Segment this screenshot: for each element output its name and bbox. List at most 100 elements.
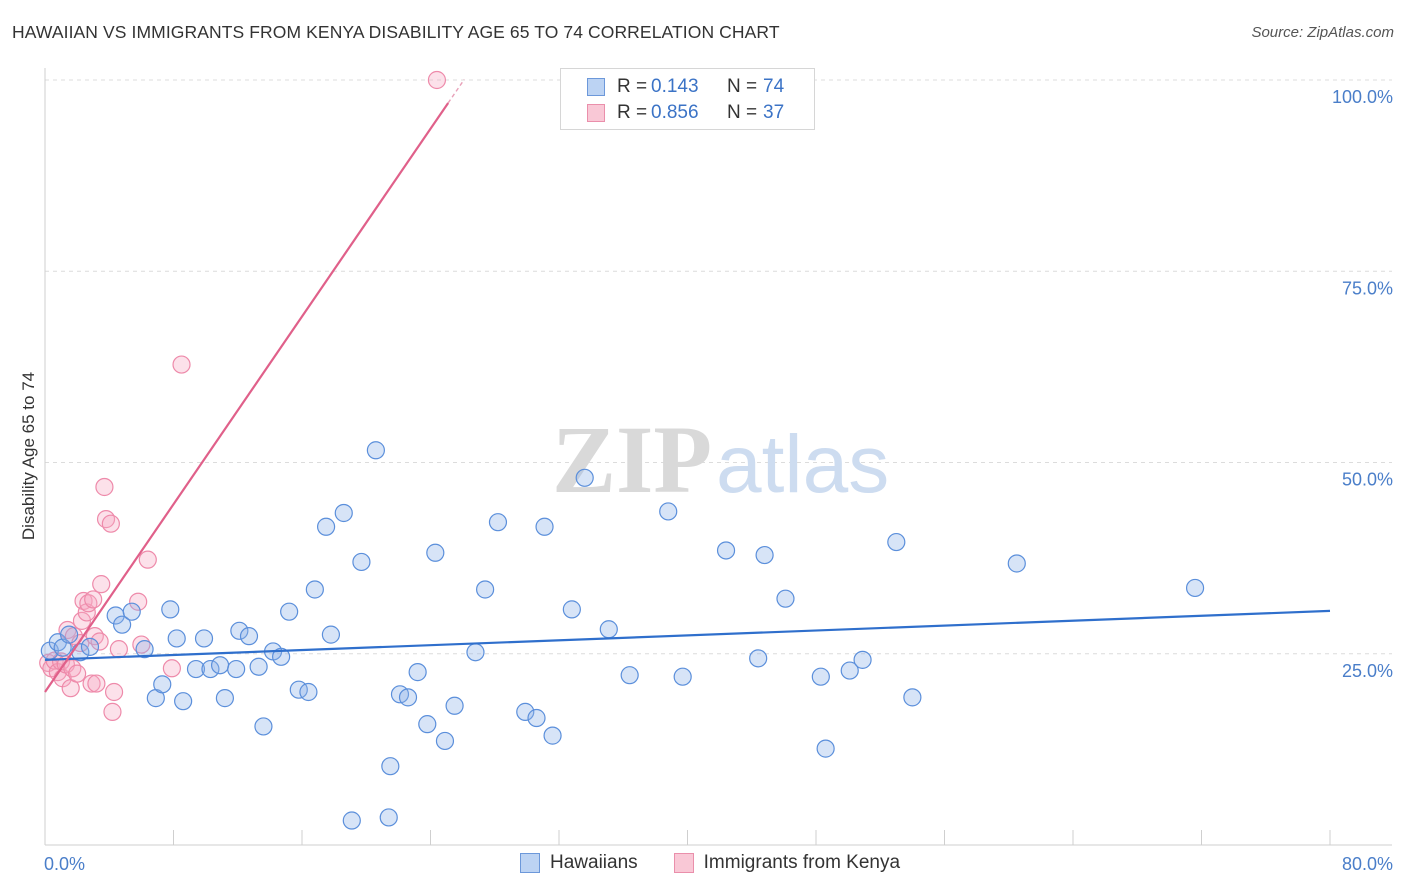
legend-row-kenya: R = 0.856 N = 37 <box>587 101 784 125</box>
point-hawaiians <box>112 615 132 634</box>
point-hawaiians <box>59 625 79 644</box>
point-hawaiians <box>620 666 639 685</box>
grid-lines <box>45 79 1392 655</box>
point-hawaiians <box>210 656 230 675</box>
point-hawaiians <box>755 545 774 565</box>
y-tick-label: 50.0% <box>1342 470 1393 490</box>
point-kenya <box>68 664 87 683</box>
point-hawaiians <box>476 580 495 599</box>
legend-r-label: R = <box>617 76 648 97</box>
point-hawaiians <box>334 503 353 523</box>
point-hawaiians <box>527 708 546 728</box>
legend: R = 0.143 N = 74 R = 0.856 N = 37 <box>560 68 815 130</box>
legend-r-value: 0.856 <box>651 102 699 123</box>
series-swatch-hawaiians <box>520 853 540 873</box>
point-hawaiians <box>272 647 291 666</box>
point-hawaiians <box>305 580 324 599</box>
point-kenya <box>92 575 111 594</box>
y-tick-label: 100.0% <box>1332 87 1393 107</box>
series-legend: Hawaiians Immigrants from Kenya <box>520 852 936 874</box>
point-hawaiians <box>659 502 678 521</box>
point-hawaiians <box>435 731 455 751</box>
watermark: ZIP atlas <box>552 406 889 513</box>
point-kenya <box>104 682 124 702</box>
point-hawaiians <box>161 600 180 619</box>
point-hawaiians <box>853 650 872 669</box>
point-hawaiians <box>408 663 427 682</box>
point-kenya <box>427 70 447 90</box>
trend-line-kenya <box>44 102 450 693</box>
point-hawaiians <box>174 692 193 711</box>
point-hawaiians <box>249 657 268 676</box>
x-tick-label-min: 0.0% <box>44 854 85 874</box>
series-legend-hawaiians: Hawaiians <box>520 852 638 874</box>
point-hawaiians <box>776 589 795 608</box>
point-hawaiians <box>299 682 318 702</box>
series-kenya <box>39 70 447 721</box>
trend-lines <box>44 79 1331 693</box>
point-hawaiians <box>215 689 234 708</box>
point-hawaiians <box>316 517 336 536</box>
point-hawaiians <box>352 552 371 572</box>
point-hawaiians <box>230 621 249 640</box>
point-hawaiians <box>239 627 259 646</box>
point-hawaiians <box>321 625 341 644</box>
point-hawaiians <box>575 468 594 487</box>
source-credit: Source: ZipAtlas.com <box>1251 24 1394 41</box>
point-kenya <box>103 702 122 721</box>
tick-labels: 100.0% 75.0% 50.0% 25.0% 0.0% 80.0% <box>44 87 1393 874</box>
point-hawaiians <box>840 661 859 680</box>
series-swatch-kenya <box>673 853 694 873</box>
point-hawaiians <box>153 675 172 694</box>
point-hawaiians <box>673 667 692 686</box>
axes <box>44 68 1392 846</box>
point-kenya <box>138 550 157 569</box>
point-kenya <box>172 355 191 374</box>
point-hawaiians <box>426 543 445 562</box>
point-hawaiians <box>903 688 922 707</box>
point-kenya <box>85 627 104 646</box>
point-hawaiians <box>887 532 906 552</box>
point-hawaiians <box>122 602 141 621</box>
point-hawaiians <box>418 715 437 734</box>
point-kenya <box>95 477 114 497</box>
legend-r-value: 0.143 <box>651 76 699 97</box>
point-hawaiians <box>381 757 400 776</box>
point-hawaiians <box>135 640 154 659</box>
point-kenya <box>101 514 120 533</box>
point-hawaiians <box>1007 554 1026 573</box>
y-axis-label: Disability Age 65 to 74 <box>19 372 38 540</box>
legend-n-value: 37 <box>763 102 785 123</box>
point-hawaiians <box>227 659 246 679</box>
trend-line-hawaiians <box>44 609 1331 661</box>
point-hawaiians <box>535 517 554 536</box>
legend-row-hawaiians: R = 0.143 N = 74 <box>587 75 784 99</box>
y-tick-label: 25.0% <box>1342 661 1393 681</box>
point-hawaiians <box>379 808 398 827</box>
point-hawaiians <box>749 649 768 668</box>
point-hawaiians <box>466 643 485 662</box>
point-kenya <box>162 659 181 678</box>
series-hawaiians <box>40 441 1205 830</box>
point-hawaiians <box>366 441 385 460</box>
point-hawaiians <box>599 620 618 639</box>
point-kenya <box>82 674 101 693</box>
series-name-kenya: Immigrants from Kenya <box>703 852 901 873</box>
point-hawaiians <box>342 811 361 830</box>
watermark-zip: ZIP <box>552 406 712 513</box>
point-hawaiians <box>201 659 220 679</box>
point-hawaiians <box>80 637 100 656</box>
legend-n-value: 74 <box>763 76 785 97</box>
point-hawaiians <box>562 600 581 619</box>
legend-swatch-kenya <box>587 104 605 122</box>
chart-title: HAWAIIAN VS IMMIGRANTS FROM KENYA DISABI… <box>12 22 780 42</box>
legend-swatch-hawaiians <box>587 78 605 96</box>
point-kenya <box>84 590 103 609</box>
point-hawaiians <box>254 717 273 736</box>
point-hawaiians <box>488 513 508 532</box>
legend-r-label: R = <box>617 102 648 123</box>
point-hawaiians <box>194 629 214 648</box>
legend-n-label: N = <box>727 102 758 123</box>
series-name-hawaiians: Hawaiians <box>550 852 638 873</box>
